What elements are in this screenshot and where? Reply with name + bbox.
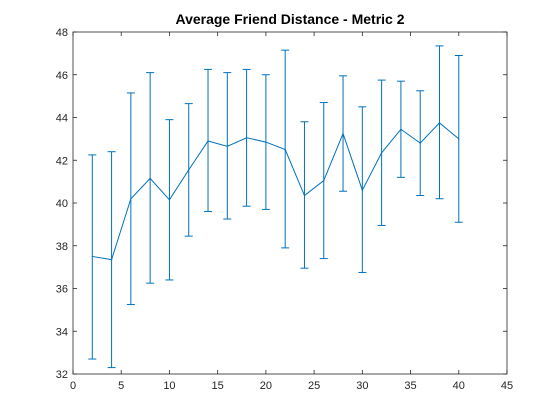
data-point [400, 128, 402, 130]
data-point [303, 194, 306, 197]
axes-box [72, 31, 508, 375]
data-point [91, 255, 93, 258]
data-point [188, 169, 190, 171]
x-tick-label: 5 [118, 380, 124, 392]
x-tick-label: 40 [453, 380, 465, 392]
plot-area: 0 5 10 15 20 25 30 35 40 45 32 34 36 38 40 42 44 46 48 [56, 27, 513, 392]
y-tick-label: 42 [56, 155, 68, 167]
x-tick-label: 0 [70, 380, 76, 392]
data-point [265, 141, 267, 143]
series-line [92, 122, 460, 261]
y-tick-label: 32 [56, 369, 68, 381]
y-tick-label: 40 [56, 198, 68, 210]
y-tick-label: 34 [56, 326, 68, 338]
x-tick-label: 10 [163, 380, 175, 392]
data-point [381, 152, 383, 154]
data-point [226, 145, 228, 147]
y-tick-label: 38 [56, 241, 68, 253]
y-tick-label: 48 [56, 27, 68, 39]
data-point [168, 199, 171, 201]
data-point [323, 179, 325, 182]
data-point [110, 259, 113, 261]
y-tick-label: 44 [56, 113, 68, 125]
x-tick-label: 25 [308, 380, 320, 392]
data-point [458, 138, 460, 140]
data-point [149, 177, 151, 180]
data-point [438, 122, 441, 124]
x-tick-label: 30 [356, 380, 368, 392]
y-tick-label: 36 [56, 284, 68, 296]
data-point [419, 142, 421, 144]
data-point [246, 137, 248, 139]
data-point [284, 148, 286, 151]
data-point [342, 132, 344, 135]
x-tick-label: 15 [212, 380, 224, 392]
x-tick-label: 20 [260, 380, 272, 392]
chart-title: Average Friend Distance - Metric 2 [175, 11, 404, 27]
data-point [130, 198, 132, 200]
y-tick-label: 46 [56, 70, 68, 82]
data-point [207, 140, 209, 142]
x-tick-label: 35 [404, 380, 416, 392]
data-point [361, 189, 363, 191]
x-tick-label: 45 [501, 380, 513, 392]
